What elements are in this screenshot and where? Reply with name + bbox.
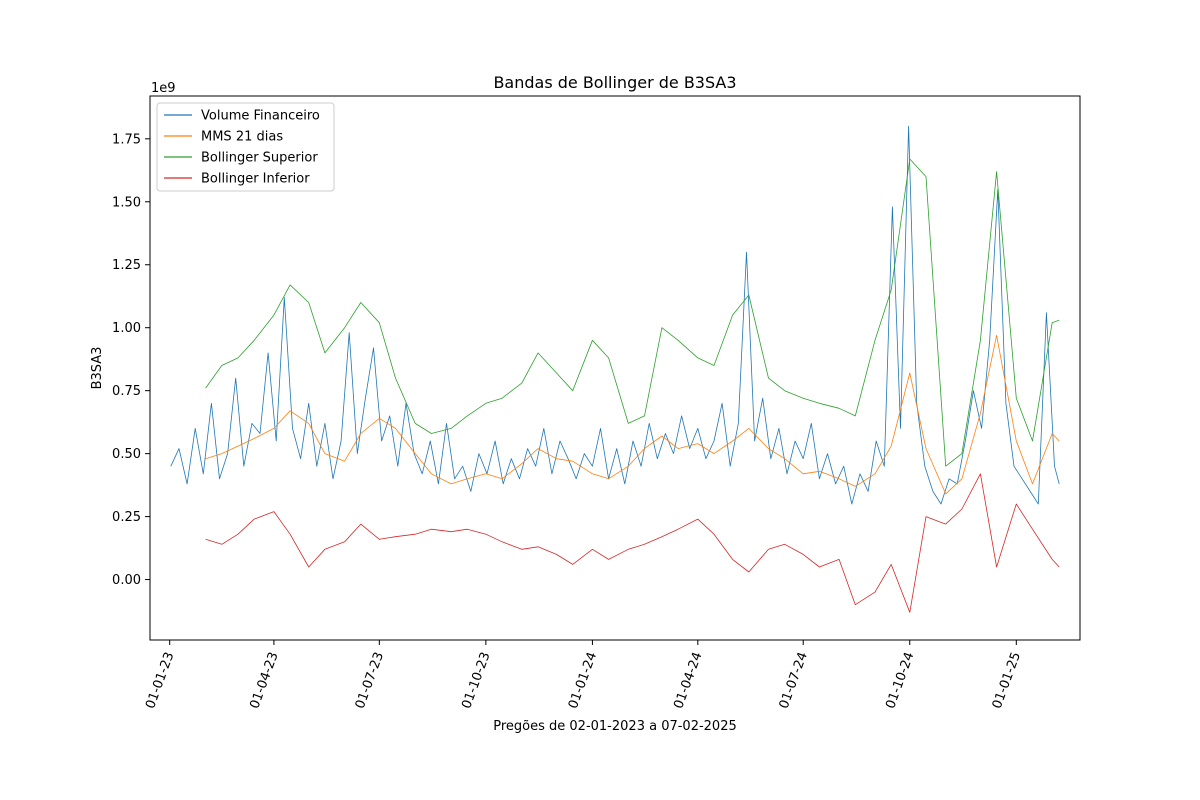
- y-offset-label: 1e9: [151, 81, 176, 96]
- series-line-1: [205, 334, 1060, 495]
- plot-frame: [149, 95, 1081, 641]
- y-tick-label: 0.50: [112, 447, 141, 462]
- y-tick-label: 0.25: [112, 510, 141, 525]
- y-tick-label: 1.25: [112, 258, 141, 273]
- plot-area: [149, 95, 1081, 641]
- legend-label: MMS 21 dias: [201, 130, 283, 145]
- y-axis: 0.00 0.25 0.50 0.75 1.00 1.25 1.50 1.75: [112, 132, 150, 588]
- y-tick-label: 1.75: [112, 132, 141, 147]
- y-tick-label: 1.50: [112, 195, 141, 210]
- y-axis-title: B3SA3: [90, 347, 105, 390]
- legend-box: [156, 102, 335, 192]
- legend-label: Volume Financeiro: [201, 109, 320, 124]
- legend: Volume Financeiro MMS 21 dias Bollinger Su…: [156, 102, 335, 192]
- y-tick-label: 1.00: [112, 321, 141, 336]
- series-layer: [170, 125, 1060, 613]
- legend-label: Bollinger Superior: [201, 151, 318, 166]
- series-line-3: [205, 473, 1060, 613]
- y-tick-label: 0.00: [112, 573, 141, 588]
- series-line-0: [170, 125, 1060, 505]
- series-line-2: [205, 158, 1060, 467]
- chart-title: Bandas de Bollinger de B3SA3: [493, 73, 736, 92]
- x-axis-title: Pregões de 02-01-2023 a 07-02-2025: [493, 719, 737, 734]
- legend-label: Bollinger Inferior: [201, 172, 310, 187]
- y-tick-label: 0.75: [112, 384, 141, 399]
